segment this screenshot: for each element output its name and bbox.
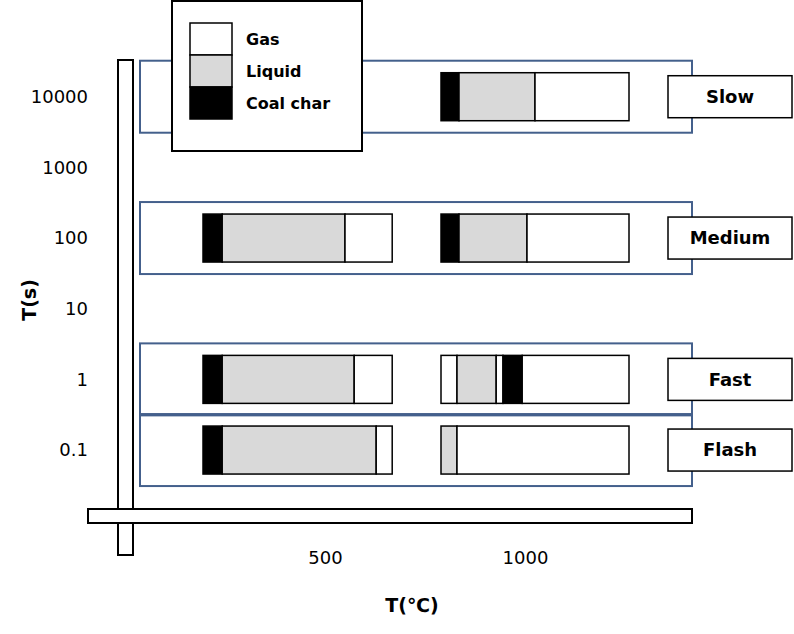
legend-label: Liquid	[246, 62, 301, 81]
group-frame	[140, 414, 692, 486]
bar-segment	[503, 355, 522, 403]
bar-segment	[459, 73, 535, 121]
bar-segment	[441, 214, 459, 262]
y-tick-label: 10	[65, 298, 88, 319]
y-tick: 100	[54, 227, 118, 248]
x-tick-label: 1000	[503, 547, 549, 568]
group-label-text: Slow	[706, 86, 754, 107]
legend-label: Coal char	[246, 94, 330, 113]
bar-segment	[441, 426, 457, 474]
y-tick: 0.1	[59, 439, 118, 460]
chart: SlowMediumFastFlash500100010000100010010…	[0, 0, 794, 634]
group-frame	[140, 343, 692, 415]
y-axis-title: T(s)	[18, 279, 40, 321]
bar-segment	[203, 426, 222, 474]
y-tick-label: 1000	[42, 157, 88, 178]
bar-segment	[376, 426, 392, 474]
group-label: Fast	[668, 358, 792, 400]
group-label-box	[668, 76, 792, 118]
y-axis: 10000 1000 100 10 1 0.1	[31, 64, 119, 488]
group-label: Slow	[668, 76, 792, 118]
x-tick-label: 500	[308, 547, 342, 568]
bar-segment	[496, 355, 503, 403]
legend-label: Gas	[246, 30, 279, 49]
x-axis: 500 1000	[126, 523, 686, 568]
legend: Gas Liquid Coal char	[172, 1, 362, 151]
y-tick: 10	[65, 298, 118, 319]
group-label-text: Fast	[709, 369, 752, 390]
bar-segment	[522, 355, 629, 403]
bar-segment	[203, 214, 222, 262]
y-tick-label: 0.1	[59, 439, 88, 460]
bar-segment	[457, 426, 629, 474]
y-tick-label: 100	[54, 227, 88, 248]
bar-segment	[535, 73, 629, 121]
legend-swatch	[190, 23, 232, 55]
y-tick-label: 10000	[31, 86, 88, 107]
group-label-text: Medium	[690, 227, 771, 248]
x-axis-line	[126, 523, 686, 524]
bar-segment	[527, 214, 629, 262]
group-label-box	[668, 429, 792, 471]
group-label-text: Flash	[703, 439, 757, 460]
bar-segment	[345, 214, 392, 262]
bar-segment	[222, 214, 345, 262]
group-label: Flash	[668, 429, 792, 471]
legend-box	[172, 1, 362, 151]
group-frame	[140, 202, 692, 274]
legend-swatch	[190, 55, 232, 87]
legend-swatch	[190, 87, 232, 119]
group-label: Medium	[668, 217, 792, 259]
bar-segment	[441, 355, 457, 403]
x-tick: 1000	[503, 523, 549, 568]
bar-segment	[354, 355, 392, 403]
y-tick: 10000	[31, 86, 118, 107]
bar-segment	[203, 355, 222, 403]
x-tick: 500	[308, 523, 342, 568]
bar-segment	[222, 355, 354, 403]
bar-segment	[457, 355, 496, 403]
y-axis-line	[118, 64, 119, 488]
x-axis-body	[88, 509, 692, 523]
y-tick: 1	[77, 369, 118, 390]
group-label-box	[668, 358, 792, 400]
x-axis-title: T(℃)	[385, 594, 438, 616]
group-label-box	[668, 217, 792, 259]
y-tick: 1000	[42, 157, 118, 178]
bar-segment	[459, 214, 527, 262]
y-tick-label: 1	[77, 369, 88, 390]
bar-segment	[222, 426, 376, 474]
bar-segment	[441, 73, 459, 121]
y-axis-body	[118, 60, 133, 555]
